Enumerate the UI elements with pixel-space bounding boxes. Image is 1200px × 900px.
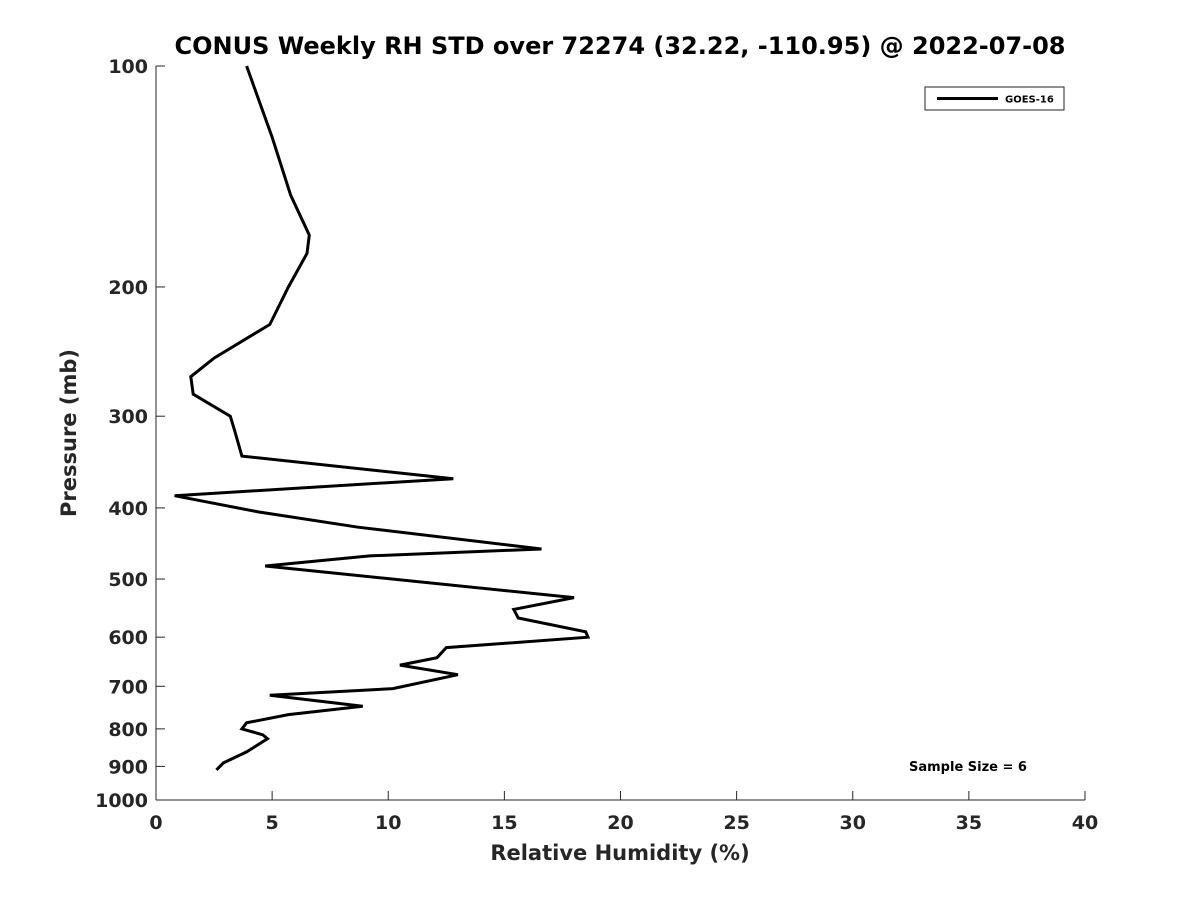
x-tick-label: 20 — [607, 812, 633, 834]
x-axis-label: Relative Humidity (%) — [490, 841, 749, 865]
x-tick-label: 15 — [491, 812, 517, 834]
series-line-goes-16 — [174, 65, 591, 771]
y-tick-label: 300 — [108, 406, 148, 428]
x-tick-label: 40 — [1072, 812, 1098, 834]
y-tick-label: 500 — [108, 569, 148, 591]
x-tick-label: 30 — [840, 812, 866, 834]
x-tick-label: 35 — [956, 812, 982, 834]
x-tick-label: 25 — [723, 812, 749, 834]
legend-label: GOES-16 — [1005, 95, 1054, 106]
y-tick-label: 1000 — [95, 790, 148, 812]
y-tick-label: 700 — [108, 676, 148, 698]
y-axis-label: Pressure (mb) — [57, 349, 81, 517]
y-tick-label: 400 — [108, 498, 148, 520]
y-tick-label: 100 — [108, 56, 148, 78]
sample-size-annotation: Sample Size = 6 — [909, 760, 1027, 775]
x-tick-label: 10 — [375, 812, 401, 834]
y-tick-label: 900 — [108, 756, 148, 778]
chart-title: CONUS Weekly RH STD over 72274 (32.22, -… — [174, 32, 1065, 60]
y-tick-label: 800 — [108, 719, 148, 741]
y-tick-label: 600 — [108, 627, 148, 649]
x-tick-label: 5 — [266, 812, 279, 834]
x-tick-label: 0 — [149, 812, 162, 834]
y-tick-label: 200 — [108, 277, 148, 299]
